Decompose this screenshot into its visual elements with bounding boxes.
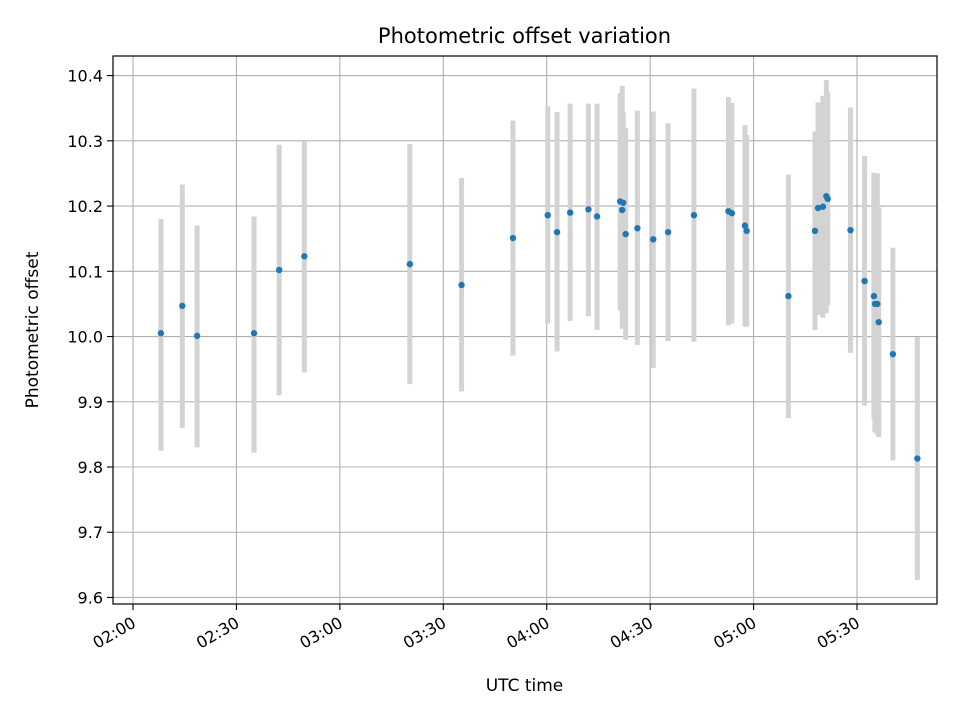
data-point [619,206,626,214]
data-point [819,203,827,210]
y-tick-label: 10.0 [67,328,103,347]
data-point [847,226,854,234]
data-point [914,455,921,462]
y-tick-label: 10.1 [67,262,103,281]
plot-frame [112,55,938,605]
data-point [741,222,749,229]
data-points [157,193,921,462]
error-bars [158,80,920,580]
y-tick-label: 9.8 [78,458,103,477]
grid-lines [113,56,937,604]
data-point [861,277,868,285]
data-point [811,227,819,235]
data-point [622,230,629,238]
y-axis-ticks: 9.6 9.7 9.8 9.9 10.0 10.1 10.2 10.3 10.4 [67,67,113,607]
data-point [620,199,627,206]
data-point [157,330,165,337]
data-point [690,211,698,219]
data-point [566,209,574,216]
data-point [585,206,592,213]
y-tick-label: 9.7 [78,523,103,542]
data-point [874,300,881,308]
x-axis-ticks: 02:00 02:30 03:00 03:30 04:00 04:30 05:00 05:30 [90,604,863,653]
data-point [544,211,551,219]
x-tick-label: 03:00 [296,613,345,653]
x-axis-label: UTC time [486,676,564,696]
data-point [458,281,465,289]
data-point [889,350,897,358]
data-point [179,302,186,310]
data-point [664,228,672,236]
data-point [814,204,822,212]
data-point [824,195,831,203]
y-tick-label: 9.6 [78,588,103,607]
data-point [875,318,882,326]
data-point [406,260,414,268]
data-point [250,330,258,337]
data-point [634,225,641,232]
data-point [650,236,657,243]
y-axis-label: Photometric offset [23,251,43,408]
x-tick-label: 02:00 [90,613,139,653]
y-tick-label: 10.2 [67,197,103,216]
data-point [553,228,561,236]
data-point [193,332,201,340]
data-point [728,210,736,217]
data-point [301,253,308,260]
data-point [785,292,792,300]
x-tick-label: 02:30 [193,613,242,653]
x-tick-label: 04:00 [503,613,552,653]
y-tick-label: 10.3 [67,132,103,151]
x-tick-label: 03:30 [400,613,449,653]
data-point [743,227,750,235]
y-tick-label: 10.4 [67,67,103,86]
x-tick-label: 05:30 [814,613,863,653]
x-tick-label: 05:00 [710,613,759,653]
data-point [870,292,878,300]
data-point [275,266,283,274]
y-tick-label: 9.9 [78,393,103,412]
data-point [509,234,517,242]
x-tick-label: 04:30 [607,613,656,653]
chart-title: Photometric offset variation [378,24,671,48]
data-point [593,213,601,220]
